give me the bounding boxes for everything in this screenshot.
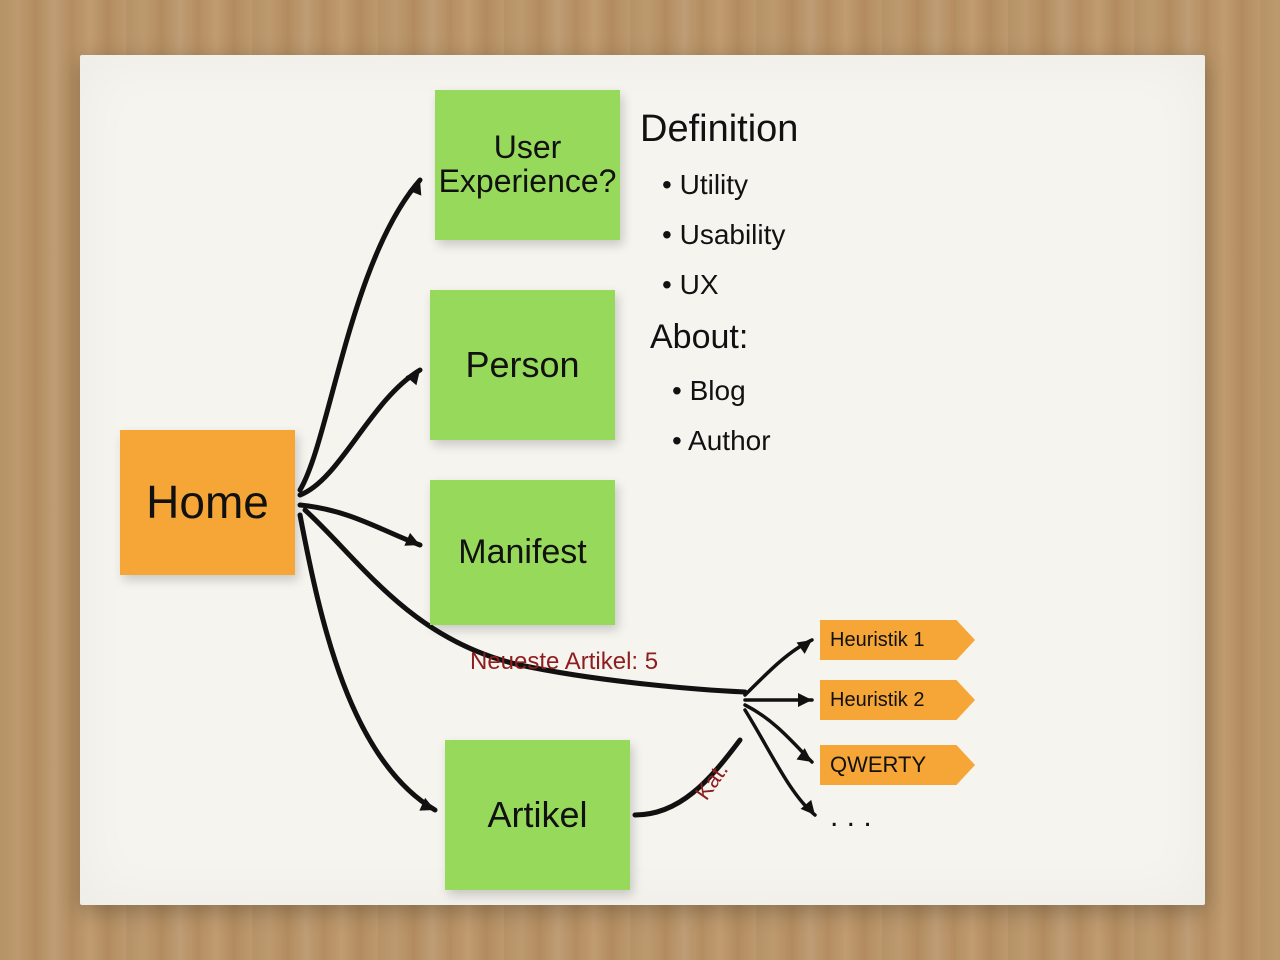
node-manifest-label: Manifest xyxy=(458,535,587,571)
annotation-ux-bullet-1: • Utility xyxy=(662,169,798,201)
diagram-stage: Home User Experience? Person Manifest Ar… xyxy=(0,0,1280,960)
tag-qwerty: QWERTY xyxy=(820,745,975,785)
annotation-person-about: About: • Blog • Author xyxy=(650,300,771,475)
annotation-ux-bullet-2: • Usability xyxy=(662,219,798,251)
tag-heuristik-1-label: Heuristik 1 xyxy=(830,629,924,652)
node-artikel-label: Artikel xyxy=(487,796,587,834)
node-ux: User Experience? xyxy=(435,90,620,240)
node-artikel: Artikel xyxy=(445,740,630,890)
tag-ellipsis: . . . xyxy=(830,800,872,834)
tag-heuristik-1: Heuristik 1 xyxy=(820,620,975,660)
tag-heuristik-2: Heuristik 2 xyxy=(820,680,975,720)
annotation-about-bullet-1: • Blog xyxy=(672,375,771,407)
tag-heuristik-2-label: Heuristik 2 xyxy=(830,689,924,712)
node-ux-label: User Experience? xyxy=(439,131,617,198)
annotation-ux-bullet-3: • UX xyxy=(662,269,798,301)
edge-label-neueste: Neueste Artikel: 5 xyxy=(470,648,658,676)
node-home: Home xyxy=(120,430,295,575)
node-manifest: Manifest xyxy=(430,480,615,625)
node-home-label: Home xyxy=(146,478,269,526)
annotation-ux-heading: Definition xyxy=(640,108,798,151)
annotation-ux-definition: Definition • Utility • Usability • UX xyxy=(640,90,798,319)
node-person: Person xyxy=(430,290,615,440)
annotation-about-bullet-2: • Author xyxy=(672,425,771,457)
node-person-label: Person xyxy=(465,346,579,384)
annotation-about-heading: About: xyxy=(650,318,771,357)
tag-qwerty-label: QWERTY xyxy=(830,752,926,778)
tag-ellipsis-label: . . . xyxy=(830,800,872,833)
